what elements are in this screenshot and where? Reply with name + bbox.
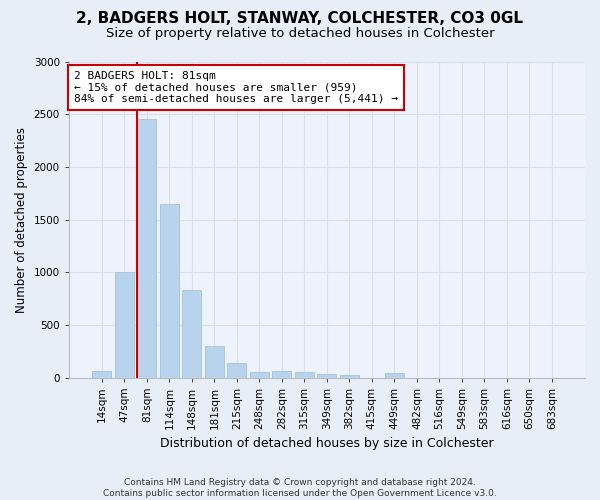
X-axis label: Distribution of detached houses by size in Colchester: Distribution of detached houses by size … (160, 437, 494, 450)
Bar (137, 120, 157, 378)
Bar (385, 374, 404, 378)
Text: 2, BADGERS HOLT, STANWAY, COLCHESTER, CO3 0GL: 2, BADGERS HOLT, STANWAY, COLCHESTER, CO… (77, 11, 523, 26)
Bar (227, 363, 247, 378)
Bar (115, 272, 134, 378)
Bar (317, 374, 337, 378)
Text: Size of property relative to detached houses in Colchester: Size of property relative to detached ho… (106, 28, 494, 40)
Bar (205, 346, 224, 378)
Bar (250, 372, 269, 378)
Bar (340, 376, 359, 378)
Bar (182, 290, 202, 378)
Y-axis label: Number of detached properties: Number of detached properties (15, 126, 28, 312)
Bar (92, 371, 112, 378)
Bar (272, 371, 292, 378)
Bar (295, 372, 314, 378)
Text: Contains HM Land Registry data © Crown copyright and database right 2024.
Contai: Contains HM Land Registry data © Crown c… (103, 478, 497, 498)
Text: 2 BADGERS HOLT: 81sqm
← 15% of detached houses are smaller (959)
84% of semi-det: 2 BADGERS HOLT: 81sqm ← 15% of detached … (74, 71, 398, 104)
Bar (160, 204, 179, 378)
